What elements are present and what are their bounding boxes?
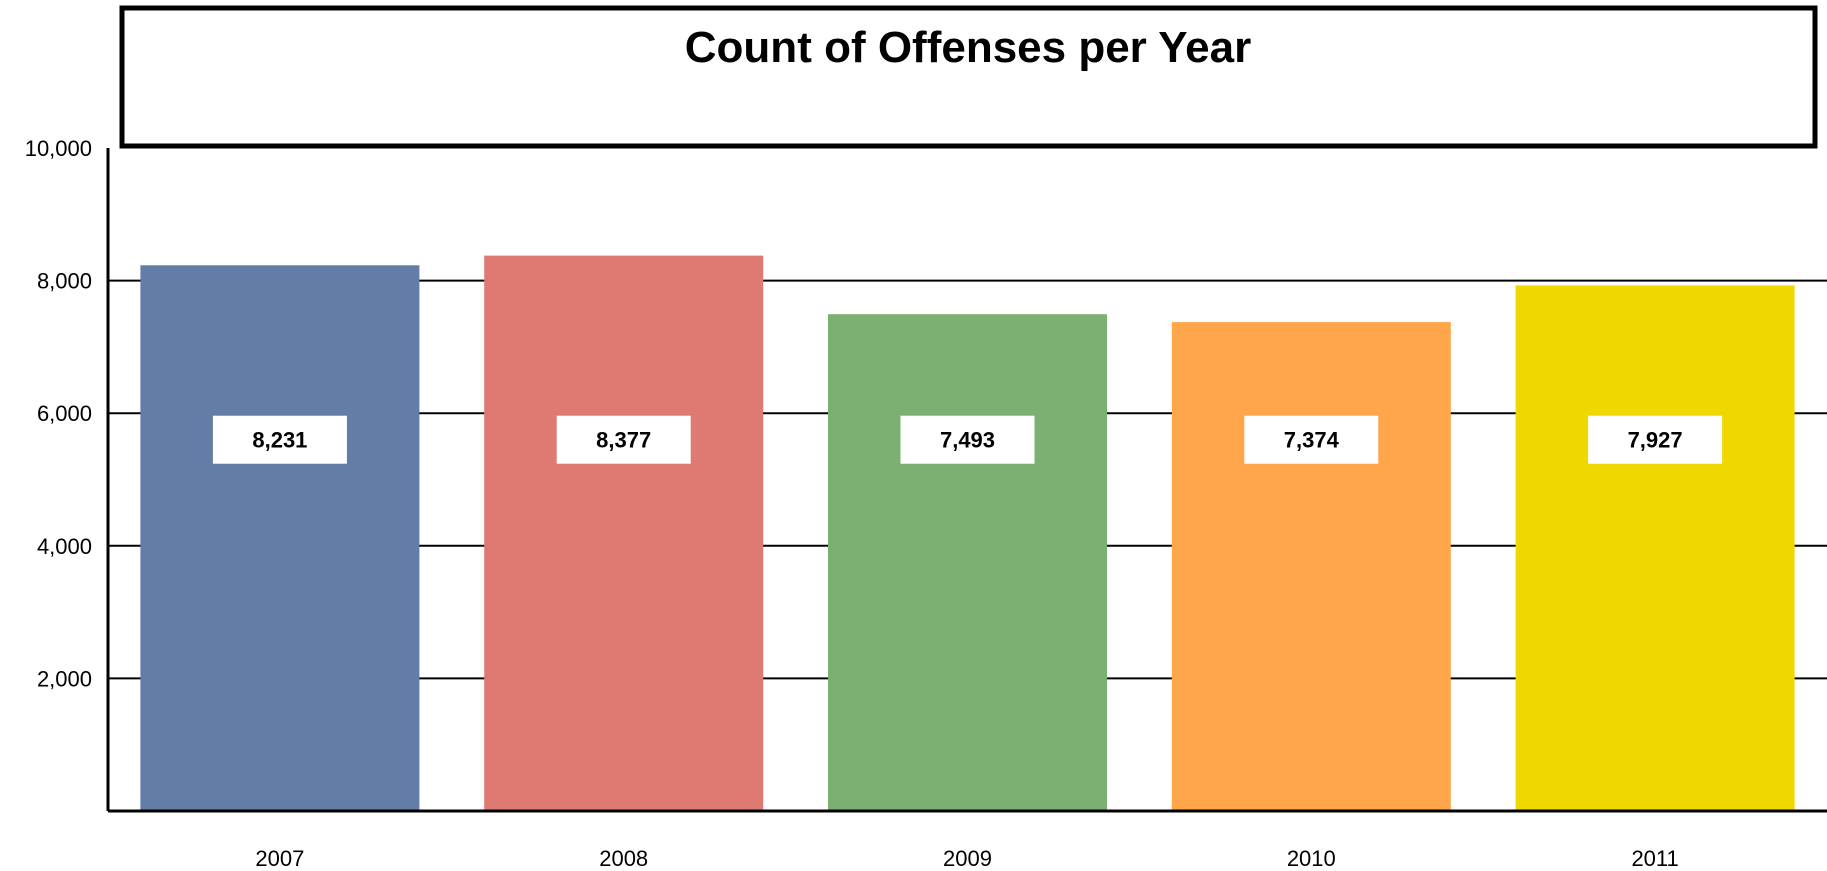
bar-2010 — [1171, 322, 1451, 811]
data-label-box — [212, 415, 347, 464]
x-tick-label: 2008 — [599, 846, 648, 871]
title-box: Count of Offenses per Year — [119, 5, 1818, 149]
x-tick-labels: 2007 2008 2009 2010 2011 — [255, 846, 1678, 871]
data-label: 7,493 — [940, 428, 995, 453]
chart-title: Count of Offenses per Year — [685, 23, 1251, 72]
data-label-box — [1244, 415, 1379, 464]
y-tick-label: 6,000 — [37, 401, 92, 426]
data-label-box — [1588, 415, 1723, 464]
data-label: 8,377 — [596, 428, 651, 453]
x-tick-label: 2011 — [1631, 846, 1678, 871]
bar-2009 — [828, 314, 1107, 811]
bars — [140, 255, 1795, 812]
bar-2007 — [140, 265, 420, 812]
data-label: 7,927 — [1628, 428, 1683, 453]
data-labels: 8,231 8,377 7,493 7,374 7,927 — [212, 415, 1723, 464]
bar-2008 — [484, 255, 764, 811]
y-tick-label: 4,000 — [37, 534, 92, 559]
bar-2011 — [1515, 285, 1795, 811]
data-label-box — [900, 415, 1035, 464]
x-tick-label: 2010 — [1287, 846, 1336, 871]
axes — [106, 148, 1827, 813]
data-label: 7,374 — [1284, 428, 1340, 453]
y-tick-label: 2,000 — [37, 666, 92, 691]
y-tick-label: 10,000 — [25, 136, 92, 161]
title-frame — [119, 5, 1818, 149]
x-tick-label: 2007 — [255, 846, 304, 871]
x-tick-label: 2009 — [943, 846, 992, 871]
y-tick-label: 8,000 — [37, 269, 92, 294]
data-label: 8,231 — [252, 428, 307, 453]
y-tick-labels: 2,000 4,000 6,000 8,000 10,000 — [25, 136, 92, 691]
data-label-box — [556, 415, 691, 464]
